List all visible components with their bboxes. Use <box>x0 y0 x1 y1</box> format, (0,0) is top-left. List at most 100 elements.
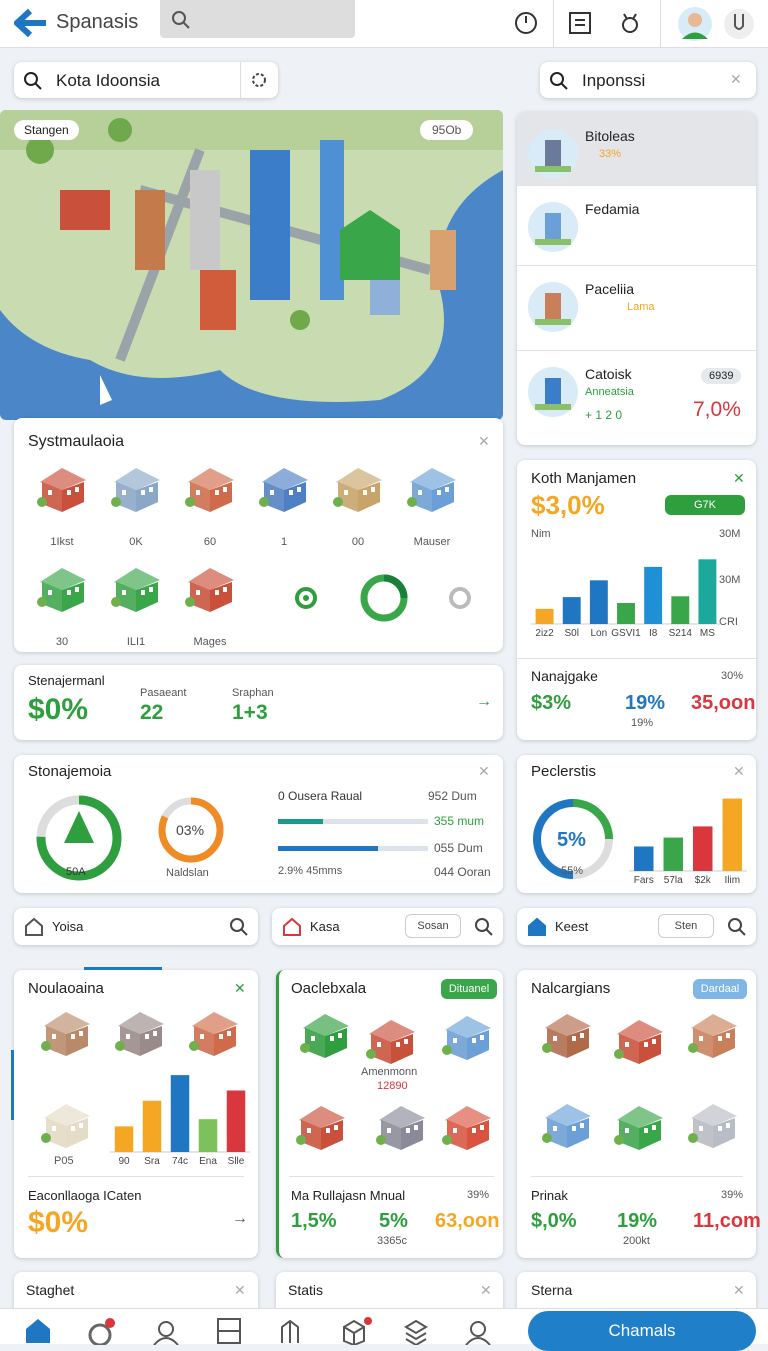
tab-label: Yoisa <box>52 919 84 934</box>
place-meta: Lama <box>627 301 655 313</box>
building-label: ILI1 <box>126 636 146 648</box>
bar <box>170 1075 190 1152</box>
value: 19% <box>625 692 666 714</box>
building-icon <box>611 1096 667 1152</box>
status-icons <box>295 574 471 622</box>
bar <box>114 1126 134 1152</box>
map-tag[interactable]: Stangen <box>14 120 79 140</box>
building-icon <box>182 458 238 514</box>
map[interactable]: Stangen 95Ob <box>0 110 503 420</box>
bar <box>226 1090 246 1152</box>
building-icon <box>182 558 238 614</box>
map-art <box>0 110 503 405</box>
header-search[interactable] <box>160 0 355 38</box>
caption: Amenmonn <box>361 1066 418 1078</box>
nav-icons[interactable] <box>20 1313 500 1345</box>
primary-button[interactable]: Chamals <box>528 1311 756 1351</box>
note: 39% <box>467 1189 490 1201</box>
card-title: Stonajemoia <box>28 763 112 780</box>
ring <box>36 795 122 881</box>
building-label: Mages <box>193 636 227 648</box>
tab[interactable]: Keest Sten <box>517 908 756 945</box>
footer-title: Eaconllaoga ICaten <box>28 1188 142 1203</box>
arrow[interactable]: → <box>476 693 492 710</box>
place-meta: 33% <box>599 148 622 160</box>
card: Nalcargians Dardaal Prinak 39% $,0% 19% … <box>517 970 761 1258</box>
card-title: Noulaoaina <box>28 980 104 997</box>
rings-card: Stonajemoia ✕ 50A 03% Naldslan 0 Ousera … <box>14 755 503 893</box>
x-tick-label: Lon <box>591 628 608 639</box>
place-meta: Anneatsia <box>585 386 634 398</box>
badge[interactable]: G7K <box>665 495 745 515</box>
bar <box>698 559 717 624</box>
search-icon[interactable] <box>230 918 248 936</box>
footer-value: $0% <box>28 1206 89 1239</box>
card-title: Nanajgake <box>531 668 598 684</box>
x-tick-label: 57la <box>664 875 683 886</box>
card-title: Sterna <box>531 1282 573 1298</box>
bar <box>644 566 663 624</box>
search-left[interactable]: Kota Idoonsia <box>14 62 278 98</box>
stat-label: Sraphan <box>232 687 274 699</box>
building-icon <box>611 1010 667 1066</box>
tab-icon <box>528 917 546 936</box>
map-badge[interactable]: 95Ob <box>420 120 474 140</box>
divider <box>517 185 756 186</box>
arrow[interactable]: → <box>232 1210 248 1227</box>
ring-label: 55% <box>561 865 584 877</box>
place-thumb <box>528 202 578 252</box>
building-icon <box>539 1004 595 1060</box>
bottom-nav: Chamals <box>0 1308 768 1351</box>
place-thumb <box>528 282 578 332</box>
x-tick-label: Ilim <box>724 875 740 886</box>
search-right[interactable]: Inponssi ✕ <box>540 62 756 98</box>
row-label: 0 Ousera Raual <box>278 789 363 803</box>
bar-chart: 90 Sra 74c Ena Slle <box>110 1075 250 1167</box>
ring-value: 5% <box>557 829 586 851</box>
search-text: Inponssi <box>582 71 646 90</box>
divider <box>517 350 756 351</box>
badge: 6939 <box>701 368 742 384</box>
x-tick-label: S0l <box>564 628 578 639</box>
card-title: Peclerstis <box>531 763 597 780</box>
card-title: Oaclebxala <box>291 980 367 997</box>
x-tick-label: MS <box>700 628 715 639</box>
building-label: Mauser <box>413 536 451 548</box>
footer-title: Prinak <box>531 1188 568 1203</box>
building-label: 30 <box>55 636 69 648</box>
sub: 200kt <box>623 1235 650 1247</box>
building-panel: Systmaulaoia ✕ 1Ikst 0K 60 1 00 Mauser 30 ILI1 M… <box>14 418 503 652</box>
search-icon[interactable] <box>728 918 746 936</box>
value: 63,oon <box>435 1210 500 1232</box>
avatar[interactable] <box>677 6 757 42</box>
place-name: Bitoleas <box>585 128 635 144</box>
value: 11,com <box>693 1210 761 1232</box>
stat-value: 22 <box>140 701 164 724</box>
row-value: 044 Ooran <box>434 865 491 879</box>
search-text: Kota Idoonsia <box>56 71 160 90</box>
bar-chart: 2iz2 S0l Lon GSVI1 I8 S214 MS <box>531 559 721 639</box>
tab[interactable]: Kasa Sosan <box>272 908 503 945</box>
badge[interactable]: Dituanel <box>441 979 497 999</box>
value: 19% <box>617 1210 658 1232</box>
x-tick-label: GSVI1 <box>611 628 641 639</box>
tab-label: Keest <box>555 919 589 934</box>
tab-button: Sten <box>658 914 714 938</box>
x-tick-label: Slle <box>228 1156 245 1167</box>
back-icon[interactable] <box>14 8 48 38</box>
header-icons[interactable] <box>514 10 644 36</box>
building-label: P05 <box>54 1155 74 1167</box>
building-icon <box>112 1002 168 1058</box>
value: $,0% <box>531 1210 577 1232</box>
place-rating: + 1 2 0 <box>585 408 623 422</box>
value: $3% <box>531 692 572 714</box>
card-title: Koth Manjamen <box>531 470 637 487</box>
building-icon <box>297 1004 353 1060</box>
tab[interactable]: Yoisa <box>14 908 258 945</box>
ring <box>158 797 224 863</box>
search-icon[interactable] <box>475 918 493 936</box>
badge[interactable]: Dardaal <box>693 979 747 999</box>
tab-button: Sosan <box>405 914 461 938</box>
caption-sub: 12890 <box>377 1080 408 1092</box>
